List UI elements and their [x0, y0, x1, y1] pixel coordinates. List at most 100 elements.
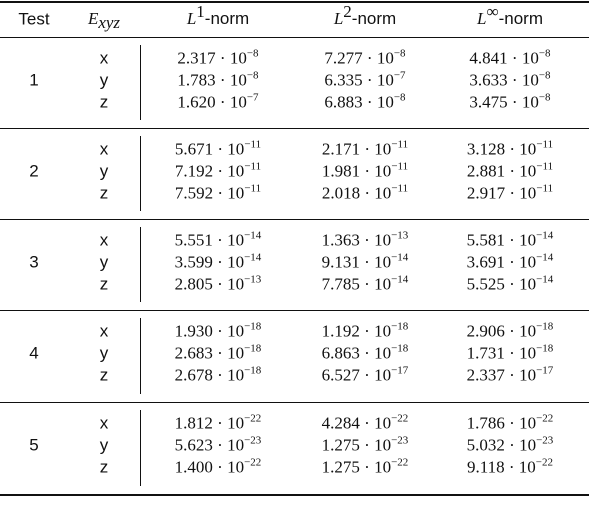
math-sup: 1 [196, 2, 205, 21]
exponent: −11 [391, 182, 409, 195]
header-suffix: -norm [351, 9, 397, 28]
header-cell: L2-norm [334, 3, 397, 28]
bottom-rule [0, 494, 589, 496]
math-base: L [477, 9, 487, 28]
coefficient: 5.525 · 10 [466, 274, 537, 294]
axis-label: y [99, 343, 109, 363]
test-number: 3 [29, 252, 39, 272]
coefficient: 5.032 · 10 [466, 435, 537, 455]
exponent: −8 [538, 47, 551, 60]
norm-value: 4.841 · 10−8 [469, 47, 551, 67]
exponent: −11 [391, 160, 409, 173]
axis-label: z [99, 274, 109, 294]
exponent: −23 [536, 434, 554, 447]
norm-value: 6.527 · 10−17 [322, 365, 409, 384]
axis-label: x [99, 230, 109, 250]
exponent: −11 [536, 138, 554, 151]
exponent: −22 [535, 456, 553, 469]
header-cell: L1-norm [187, 3, 250, 28]
coefficient: 7.192 · 10 [174, 161, 245, 181]
norm-value: 9.118 · 10−22 [467, 456, 553, 477]
norm-value: 1.812 · 10−22 [175, 412, 262, 432]
exponent: −11 [244, 182, 262, 195]
coefficient: 2.881 · 10 [466, 161, 537, 181]
exponent: −14 [244, 229, 262, 242]
norm-value: 2.917 · 10−11 [466, 183, 553, 203]
exponent: −18 [536, 320, 554, 333]
exponent: −13 [391, 229, 409, 242]
coefficient: 9.118 · 10 [467, 457, 536, 477]
coefficient: 3.128 · 10 [466, 139, 537, 159]
norm-value: 3.691 · 10−14 [467, 252, 554, 271]
exponent: −7 [246, 91, 259, 104]
exponent: −18 [391, 320, 409, 333]
coefficient: 2.917 · 10 [466, 183, 537, 203]
coefficient: 1.731 · 10 [466, 343, 537, 363]
coefficient: 2.018 · 10 [321, 183, 392, 203]
norm-value: 5.551 · 10−14 [175, 229, 262, 249]
coefficient: 2.317 · 10 [177, 48, 247, 68]
exponent: −13 [244, 273, 262, 286]
axis-label: z [99, 92, 109, 112]
math-sup: ∞ [486, 2, 499, 21]
exponent: −23 [391, 434, 409, 447]
header-rule [0, 37, 589, 38]
norm-value: 1.620 · 10−7 [177, 91, 259, 112]
norm-value: 1.731 · 10−18 [466, 343, 554, 363]
coefficient: 7.277 · 10 [324, 48, 394, 68]
exponent: −14 [244, 251, 262, 264]
exponent: −14 [536, 229, 554, 242]
header-text: Test [18, 9, 50, 29]
coefficient: 1.783 · 10 [177, 70, 247, 90]
axis-label: z [99, 457, 109, 477]
norm-value: 1.786 · 10−22 [466, 412, 554, 433]
top-rule [0, 1, 589, 3]
coefficient: 6.335 · 10 [324, 70, 394, 90]
coefficient: 1.786 · 10 [466, 413, 537, 433]
coefficient: 5.623 · 10 [174, 435, 245, 455]
axis-label: x [99, 139, 109, 159]
exponent: −11 [244, 160, 262, 173]
exponent: −22 [536, 412, 554, 425]
group-rule [0, 402, 589, 403]
axis-label: y [99, 70, 109, 90]
math-sub: xyz [98, 13, 121, 32]
group-rule [0, 219, 589, 220]
coefficient: 9.131 · 10 [321, 252, 392, 272]
math-base: E [87, 9, 99, 28]
coefficient: 1.620 · 10 [177, 92, 247, 112]
axis-label: y [99, 252, 109, 272]
norm-value: 4.284 · 10−22 [321, 412, 409, 433]
norm-value: 9.131 · 10−14 [321, 252, 409, 272]
norm-value: 2.683 · 10−18 [175, 343, 262, 362]
norm-value: 7.592 · 10−11 [174, 182, 262, 203]
norm-value: 2.337 · 10−17 [467, 365, 554, 384]
exponent: −8 [246, 47, 259, 60]
coefficient: 7.592 · 10 [174, 183, 245, 203]
exponent: −11 [536, 160, 554, 173]
norm-value: 7.785 · 10−14 [321, 274, 409, 294]
exponent: −22 [391, 412, 409, 425]
header-suffix: -norm [204, 9, 250, 28]
test-number: 5 [29, 435, 39, 455]
axis-label: z [99, 365, 109, 385]
math-sup: 2 [343, 2, 352, 21]
norm-value: 5.581 · 10−14 [467, 229, 554, 249]
coefficient: 4.284 · 10 [321, 413, 392, 433]
norm-value: 2.171 · 10−11 [322, 139, 408, 158]
axis-label: x [99, 321, 109, 341]
coefficient: 1.275 · 10 [321, 457, 392, 477]
axis-label: z [99, 183, 109, 203]
test-number: 2 [29, 161, 39, 181]
coefficient: 2.906 · 10 [466, 321, 537, 341]
exponent: −8 [538, 69, 551, 82]
norm-value: 7.192 · 10−11 [174, 160, 262, 181]
norm-value: 5.032 · 10−23 [466, 434, 554, 455]
group-divider [140, 318, 141, 394]
exponent: −23 [244, 434, 262, 447]
coefficient: 7.785 · 10 [321, 274, 392, 294]
exponent: −22 [244, 412, 262, 425]
test-number: 4 [29, 343, 39, 363]
coefficient: 3.633 · 10 [469, 70, 539, 90]
exponent: −8 [393, 47, 406, 60]
